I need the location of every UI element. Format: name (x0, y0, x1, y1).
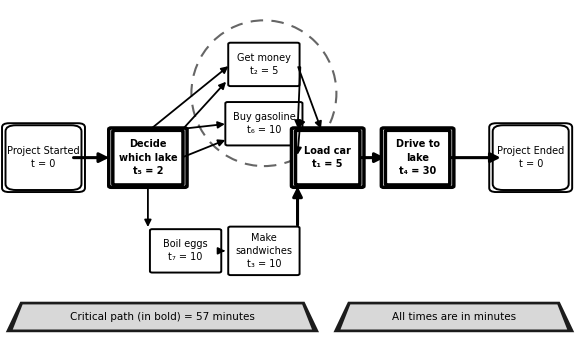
Text: Drive to
lake
t₄ = 30: Drive to lake t₄ = 30 (396, 139, 440, 176)
Text: Get money
t₂ = 5: Get money t₂ = 5 (237, 53, 291, 76)
FancyBboxPatch shape (490, 123, 572, 192)
FancyBboxPatch shape (295, 130, 360, 185)
Text: Critical path (in bold) = 57 minutes: Critical path (in bold) = 57 minutes (70, 312, 255, 322)
Text: All times are in minutes: All times are in minutes (392, 312, 516, 322)
Polygon shape (340, 304, 567, 330)
Polygon shape (334, 302, 574, 332)
Text: Project Started
t = 0: Project Started t = 0 (7, 146, 80, 169)
FancyBboxPatch shape (229, 226, 299, 275)
FancyBboxPatch shape (382, 128, 454, 187)
FancyBboxPatch shape (2, 123, 85, 192)
FancyBboxPatch shape (113, 130, 183, 185)
Polygon shape (13, 304, 312, 330)
FancyBboxPatch shape (385, 130, 450, 185)
FancyBboxPatch shape (5, 125, 81, 190)
Text: Buy gasoline
t₆ = 10: Buy gasoline t₆ = 10 (233, 112, 295, 135)
Text: Decide
which lake
t₅ = 2: Decide which lake t₅ = 2 (118, 139, 177, 176)
Text: Load car
t₁ = 5: Load car t₁ = 5 (304, 146, 351, 169)
Text: Boil eggs
t₇ = 10: Boil eggs t₇ = 10 (164, 239, 208, 262)
Text: Project Ended
t = 0: Project Ended t = 0 (497, 146, 564, 169)
FancyBboxPatch shape (229, 43, 299, 86)
FancyBboxPatch shape (225, 102, 303, 145)
FancyBboxPatch shape (109, 128, 187, 187)
Text: Make
sandwiches
t₃ = 10: Make sandwiches t₃ = 10 (235, 233, 292, 269)
Polygon shape (6, 302, 319, 332)
FancyBboxPatch shape (493, 125, 568, 190)
FancyBboxPatch shape (150, 229, 222, 273)
FancyBboxPatch shape (291, 128, 364, 187)
